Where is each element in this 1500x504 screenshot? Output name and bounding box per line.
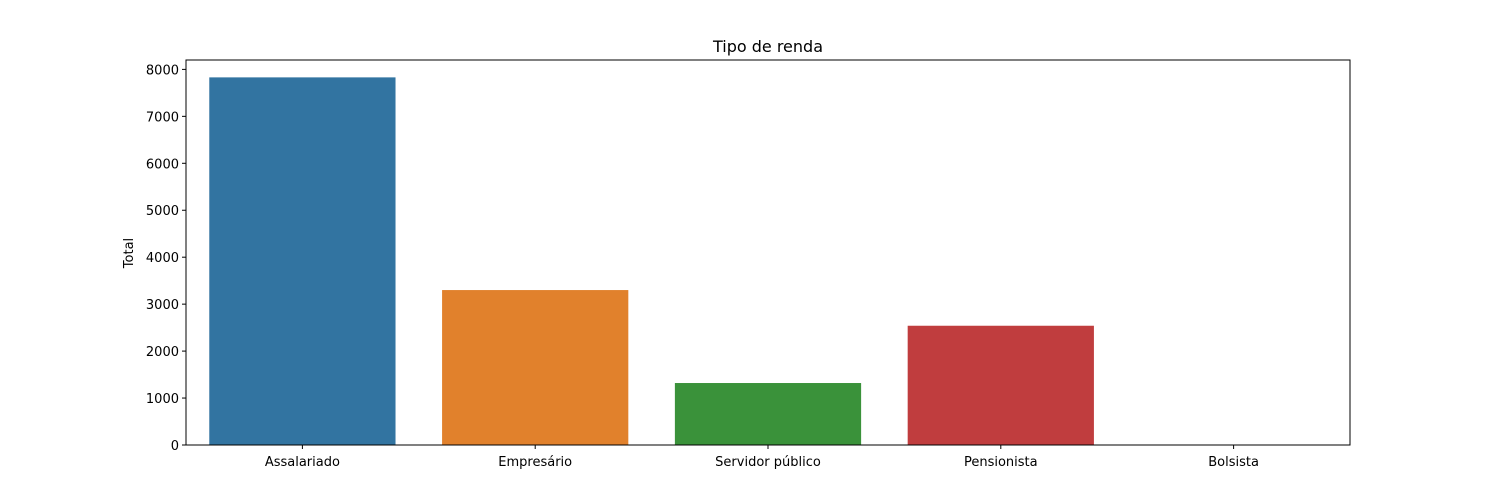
bar-0: [209, 77, 395, 445]
y-tick-label: 4000: [146, 251, 179, 266]
y-tick-label: 2000: [146, 345, 179, 360]
x-tick-label: Empresário: [498, 455, 572, 470]
x-tick-label: Servidor público: [715, 455, 821, 470]
bar-1: [442, 290, 628, 445]
y-tick-label: 7000: [146, 110, 179, 125]
y-tick-label: 6000: [146, 157, 179, 172]
y-tick-label: 5000: [146, 204, 179, 219]
chart-title: Tipo de renda: [712, 37, 823, 56]
y-tick-label: 3000: [146, 298, 179, 313]
x-axis-ticks: Assalariado Empresário Servidor público Pen…: [265, 445, 1259, 470]
x-tick-label: Bolsista: [1208, 455, 1259, 470]
y-tick-label: 8000: [146, 63, 179, 78]
x-tick-label: Assalariado: [265, 455, 340, 470]
y-tick-label: 1000: [146, 392, 179, 407]
bars-group: [209, 77, 1326, 445]
y-axis-label: Total: [122, 238, 137, 269]
bar-3: [908, 326, 1094, 445]
x-tick-label: Pensionista: [964, 455, 1038, 470]
y-tick-label: 0: [171, 439, 179, 454]
bar-2: [675, 383, 861, 445]
y-axis-ticks: 0 1000 2000 3000 4000 5000 6000 7000 8000: [146, 63, 186, 454]
